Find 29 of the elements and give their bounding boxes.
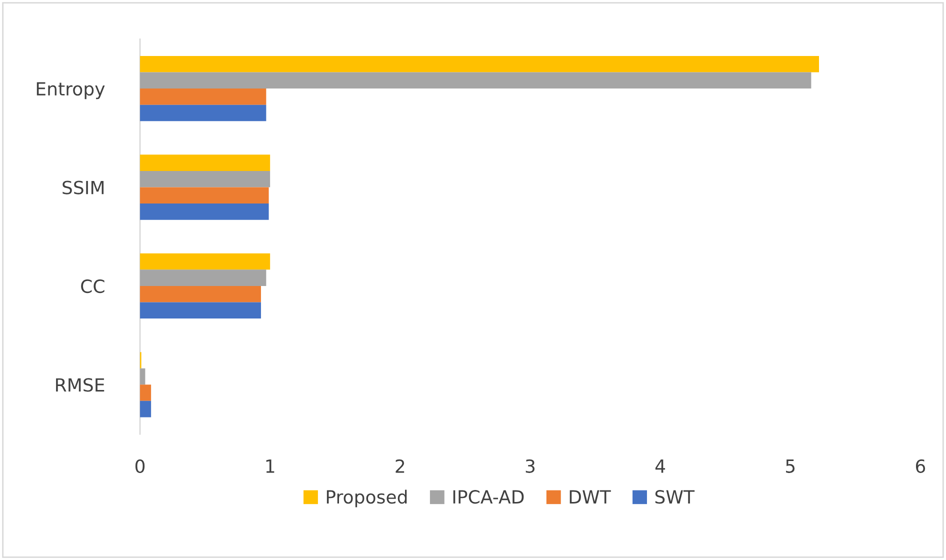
bar (140, 384, 152, 401)
legend-label: DWT (570, 490, 611, 504)
y-tick-label: Entropy (36, 82, 105, 100)
legend-label: SWT (655, 490, 695, 504)
y-tick-label: SSIM (62, 180, 104, 194)
bar (140, 270, 266, 286)
x-tick-label: 4 (655, 460, 666, 473)
bar (140, 253, 270, 270)
bar (140, 187, 269, 204)
x-tick-label: 1 (266, 460, 274, 473)
bar (140, 170, 270, 188)
bar (140, 56, 819, 72)
bar (140, 154, 270, 171)
x-tick-label: 5 (786, 460, 795, 473)
bar (140, 88, 266, 105)
bar (140, 104, 266, 122)
y-tick-label: CC (81, 279, 104, 294)
legend-label: IPCA-AD (453, 490, 524, 504)
x-tick-label: 2 (396, 459, 404, 473)
bar (140, 204, 269, 220)
x-tick-label: 6 (916, 459, 926, 473)
bar (140, 72, 812, 89)
bar (140, 302, 261, 319)
bar (140, 286, 261, 302)
x-tick-label: 3 (526, 459, 535, 473)
legend-label: Proposed (326, 490, 407, 508)
bar (140, 400, 152, 418)
y-tick-label: RMSE (56, 378, 104, 392)
x-tick-label: 0 (135, 459, 145, 473)
